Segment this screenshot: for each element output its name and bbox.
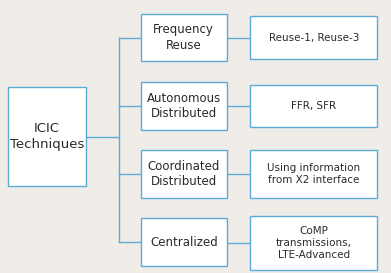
Text: Coordinated
Distributed: Coordinated Distributed xyxy=(147,160,220,188)
Text: CoMP
transmissions,
LTE-Advanced: CoMP transmissions, LTE-Advanced xyxy=(276,226,352,260)
FancyBboxPatch shape xyxy=(250,16,377,59)
FancyBboxPatch shape xyxy=(141,82,227,130)
Text: Reuse-1, Reuse-3: Reuse-1, Reuse-3 xyxy=(269,32,359,43)
Text: Centralized: Centralized xyxy=(150,236,218,249)
Text: Autonomous
Distributed: Autonomous Distributed xyxy=(147,91,221,120)
FancyBboxPatch shape xyxy=(141,218,227,266)
FancyBboxPatch shape xyxy=(250,150,377,198)
Text: ICIC
Techniques: ICIC Techniques xyxy=(10,122,84,151)
FancyBboxPatch shape xyxy=(250,216,377,270)
FancyBboxPatch shape xyxy=(141,150,227,198)
FancyBboxPatch shape xyxy=(8,87,86,186)
Text: FFR, SFR: FFR, SFR xyxy=(291,101,336,111)
FancyBboxPatch shape xyxy=(141,14,227,61)
Text: Frequency
Reuse: Frequency Reuse xyxy=(153,23,214,52)
Text: Using information
from X2 interface: Using information from X2 interface xyxy=(267,163,361,185)
FancyBboxPatch shape xyxy=(250,85,377,127)
